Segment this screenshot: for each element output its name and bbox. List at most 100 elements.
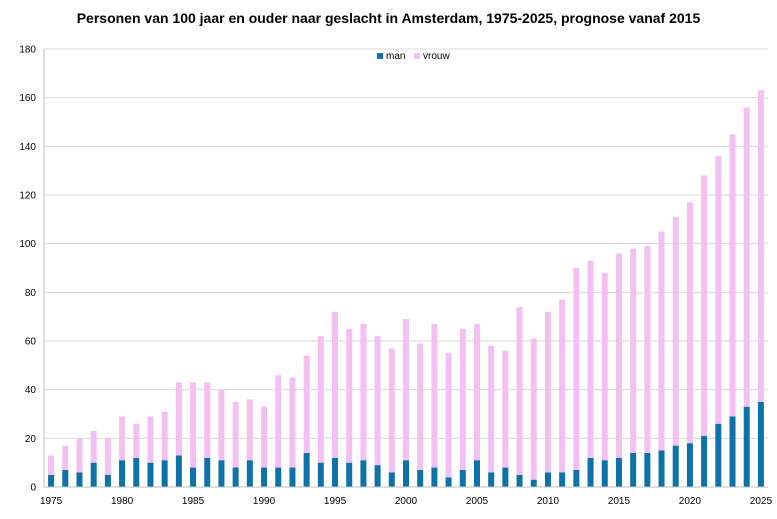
bar-vrouw xyxy=(175,382,182,456)
bar-man xyxy=(559,472,566,487)
bar-man xyxy=(715,423,722,487)
bar-vrouw xyxy=(530,338,537,480)
bar-man xyxy=(644,452,651,487)
bar-vrouw xyxy=(246,399,253,461)
bar-vrouw xyxy=(360,323,367,461)
legend-label-man: man xyxy=(386,51,405,62)
bar-man xyxy=(743,406,750,487)
bar-vrouw xyxy=(232,401,239,468)
bar-vrouw xyxy=(587,260,594,458)
y-tick-label: 100 xyxy=(19,239,36,250)
x-tick-label: 2010 xyxy=(537,496,560,507)
legend-label-vrouw: vrouw xyxy=(423,51,450,62)
legend-swatch-man xyxy=(377,53,383,59)
bar-man xyxy=(90,462,97,487)
bar-man xyxy=(757,401,764,487)
legend-swatch-vrouw xyxy=(414,53,420,59)
bar-vrouw xyxy=(261,406,268,468)
bar-vrouw xyxy=(757,90,764,402)
y-tick-label: 20 xyxy=(25,434,37,445)
bar-vrouw xyxy=(417,343,424,470)
y-tick-label: 40 xyxy=(25,385,37,396)
axes xyxy=(43,49,768,488)
bar-vrouw xyxy=(161,411,168,461)
bar-man xyxy=(303,452,310,487)
bar-vrouw xyxy=(104,438,111,475)
bar-vrouw xyxy=(76,438,83,473)
bar-vrouw xyxy=(204,382,211,458)
bar-man xyxy=(445,477,452,487)
bar-man xyxy=(133,457,140,487)
y-tick-label: 140 xyxy=(19,142,36,153)
bar-vrouw xyxy=(544,311,551,473)
bar-vrouw xyxy=(672,216,679,446)
bar-man xyxy=(729,416,736,487)
bar-vrouw xyxy=(289,377,296,468)
bar-man xyxy=(275,467,282,487)
bar-vrouw xyxy=(459,328,466,470)
bar-vrouw xyxy=(445,353,452,478)
y-tick-label: 160 xyxy=(19,93,36,104)
bar-man xyxy=(62,469,69,487)
bar-man xyxy=(190,467,197,487)
bar-vrouw xyxy=(644,246,651,453)
bar-man xyxy=(360,460,367,487)
bar-man xyxy=(459,469,466,487)
bar-man xyxy=(388,472,395,487)
x-tick-label: 2025 xyxy=(750,496,773,507)
x-tick-label: 1975 xyxy=(40,496,63,507)
bar-vrouw xyxy=(90,431,97,463)
bar-man xyxy=(104,474,111,487)
bar-man xyxy=(502,467,509,487)
bar-man xyxy=(615,457,622,487)
bar-vrouw xyxy=(502,350,509,468)
bar-man xyxy=(587,457,594,487)
bar-vrouw xyxy=(275,375,282,468)
bar-man xyxy=(417,469,424,487)
bar-man xyxy=(686,443,693,487)
bar-vrouw xyxy=(701,175,708,436)
bar-man xyxy=(473,460,480,487)
x-tick-labels: 1975 1980 1985 1990 1995 2000 2005 2010 2015 2020… xyxy=(40,496,772,507)
bar-vrouw xyxy=(658,231,665,451)
bar-man xyxy=(516,474,523,487)
bar-man xyxy=(317,462,324,487)
bar-man xyxy=(246,460,253,487)
chart-title: Personen van 100 jaar en ouder naar gesl… xyxy=(76,10,701,26)
bar-man xyxy=(289,467,296,487)
bar-man xyxy=(346,462,353,487)
bar-vrouw xyxy=(431,323,438,468)
bar-vrouw xyxy=(48,455,55,475)
bar-vrouw xyxy=(473,323,480,461)
y-tick-label: 80 xyxy=(25,288,37,299)
bar-man xyxy=(119,460,126,487)
bar-vrouw xyxy=(403,319,409,461)
bar-vrouw xyxy=(686,202,693,444)
bar-vrouw xyxy=(317,336,324,463)
bar-vrouw xyxy=(332,311,339,458)
bar-vrouw xyxy=(190,382,197,468)
bar-vrouw xyxy=(147,416,154,463)
y-tick-labels: 0 20 40 60 80 100 120 140 160 180 xyxy=(19,45,36,494)
x-tick-label: 2000 xyxy=(395,496,418,507)
bar-man xyxy=(630,452,637,487)
y-tick-label: 60 xyxy=(25,337,37,348)
bar-man xyxy=(573,469,580,487)
bar-vrouw xyxy=(630,248,637,453)
y-tick-label: 120 xyxy=(19,191,36,202)
bars xyxy=(48,90,764,487)
x-tick-label: 1995 xyxy=(324,496,347,507)
bar-man xyxy=(530,479,537,487)
y-tick-label: 180 xyxy=(19,45,36,56)
bar-vrouw xyxy=(729,134,736,417)
bar-man xyxy=(431,467,438,487)
bar-man xyxy=(175,455,182,487)
bar-man xyxy=(332,457,339,487)
bar-vrouw xyxy=(601,272,608,461)
bar-vrouw xyxy=(743,107,750,407)
bar-vrouw xyxy=(374,336,381,466)
bar-man xyxy=(701,435,708,487)
bar-man xyxy=(161,460,168,487)
bar-man xyxy=(601,460,608,487)
